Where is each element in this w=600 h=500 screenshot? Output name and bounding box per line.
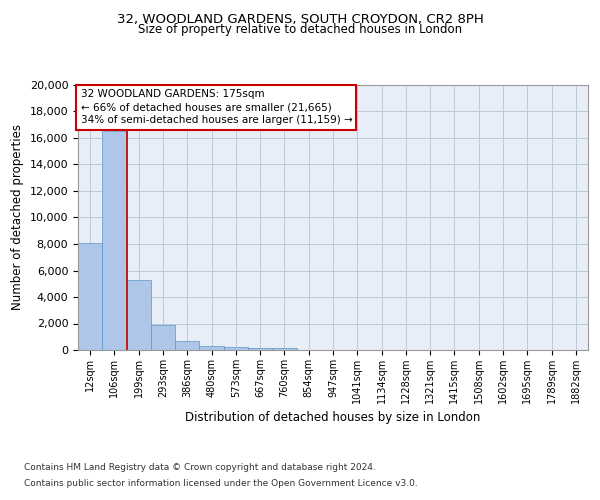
Text: 32, WOODLAND GARDENS, SOUTH CROYDON, CR2 8PH: 32, WOODLAND GARDENS, SOUTH CROYDON, CR2… [116,12,484,26]
Bar [175,342,199,350]
Bar [248,348,272,350]
Text: Contains HM Land Registry data © Crown copyright and database right 2024.: Contains HM Land Registry data © Crown c… [24,464,376,472]
X-axis label: Distribution of detached houses by size in London: Distribution of detached houses by size … [185,412,481,424]
Text: Contains public sector information licensed under the Open Government Licence v3: Contains public sector information licen… [24,478,418,488]
Bar [78,242,102,350]
Y-axis label: Number of detached properties: Number of detached properties [11,124,24,310]
Bar [224,348,248,350]
Bar [102,132,127,350]
Text: Size of property relative to detached houses in London: Size of property relative to detached ho… [138,22,462,36]
Bar [199,346,224,350]
Bar [151,326,175,350]
Text: 32 WOODLAND GARDENS: 175sqm
← 66% of detached houses are smaller (21,665)
34% of: 32 WOODLAND GARDENS: 175sqm ← 66% of det… [80,89,352,126]
Bar [127,280,151,350]
Bar [272,348,296,350]
